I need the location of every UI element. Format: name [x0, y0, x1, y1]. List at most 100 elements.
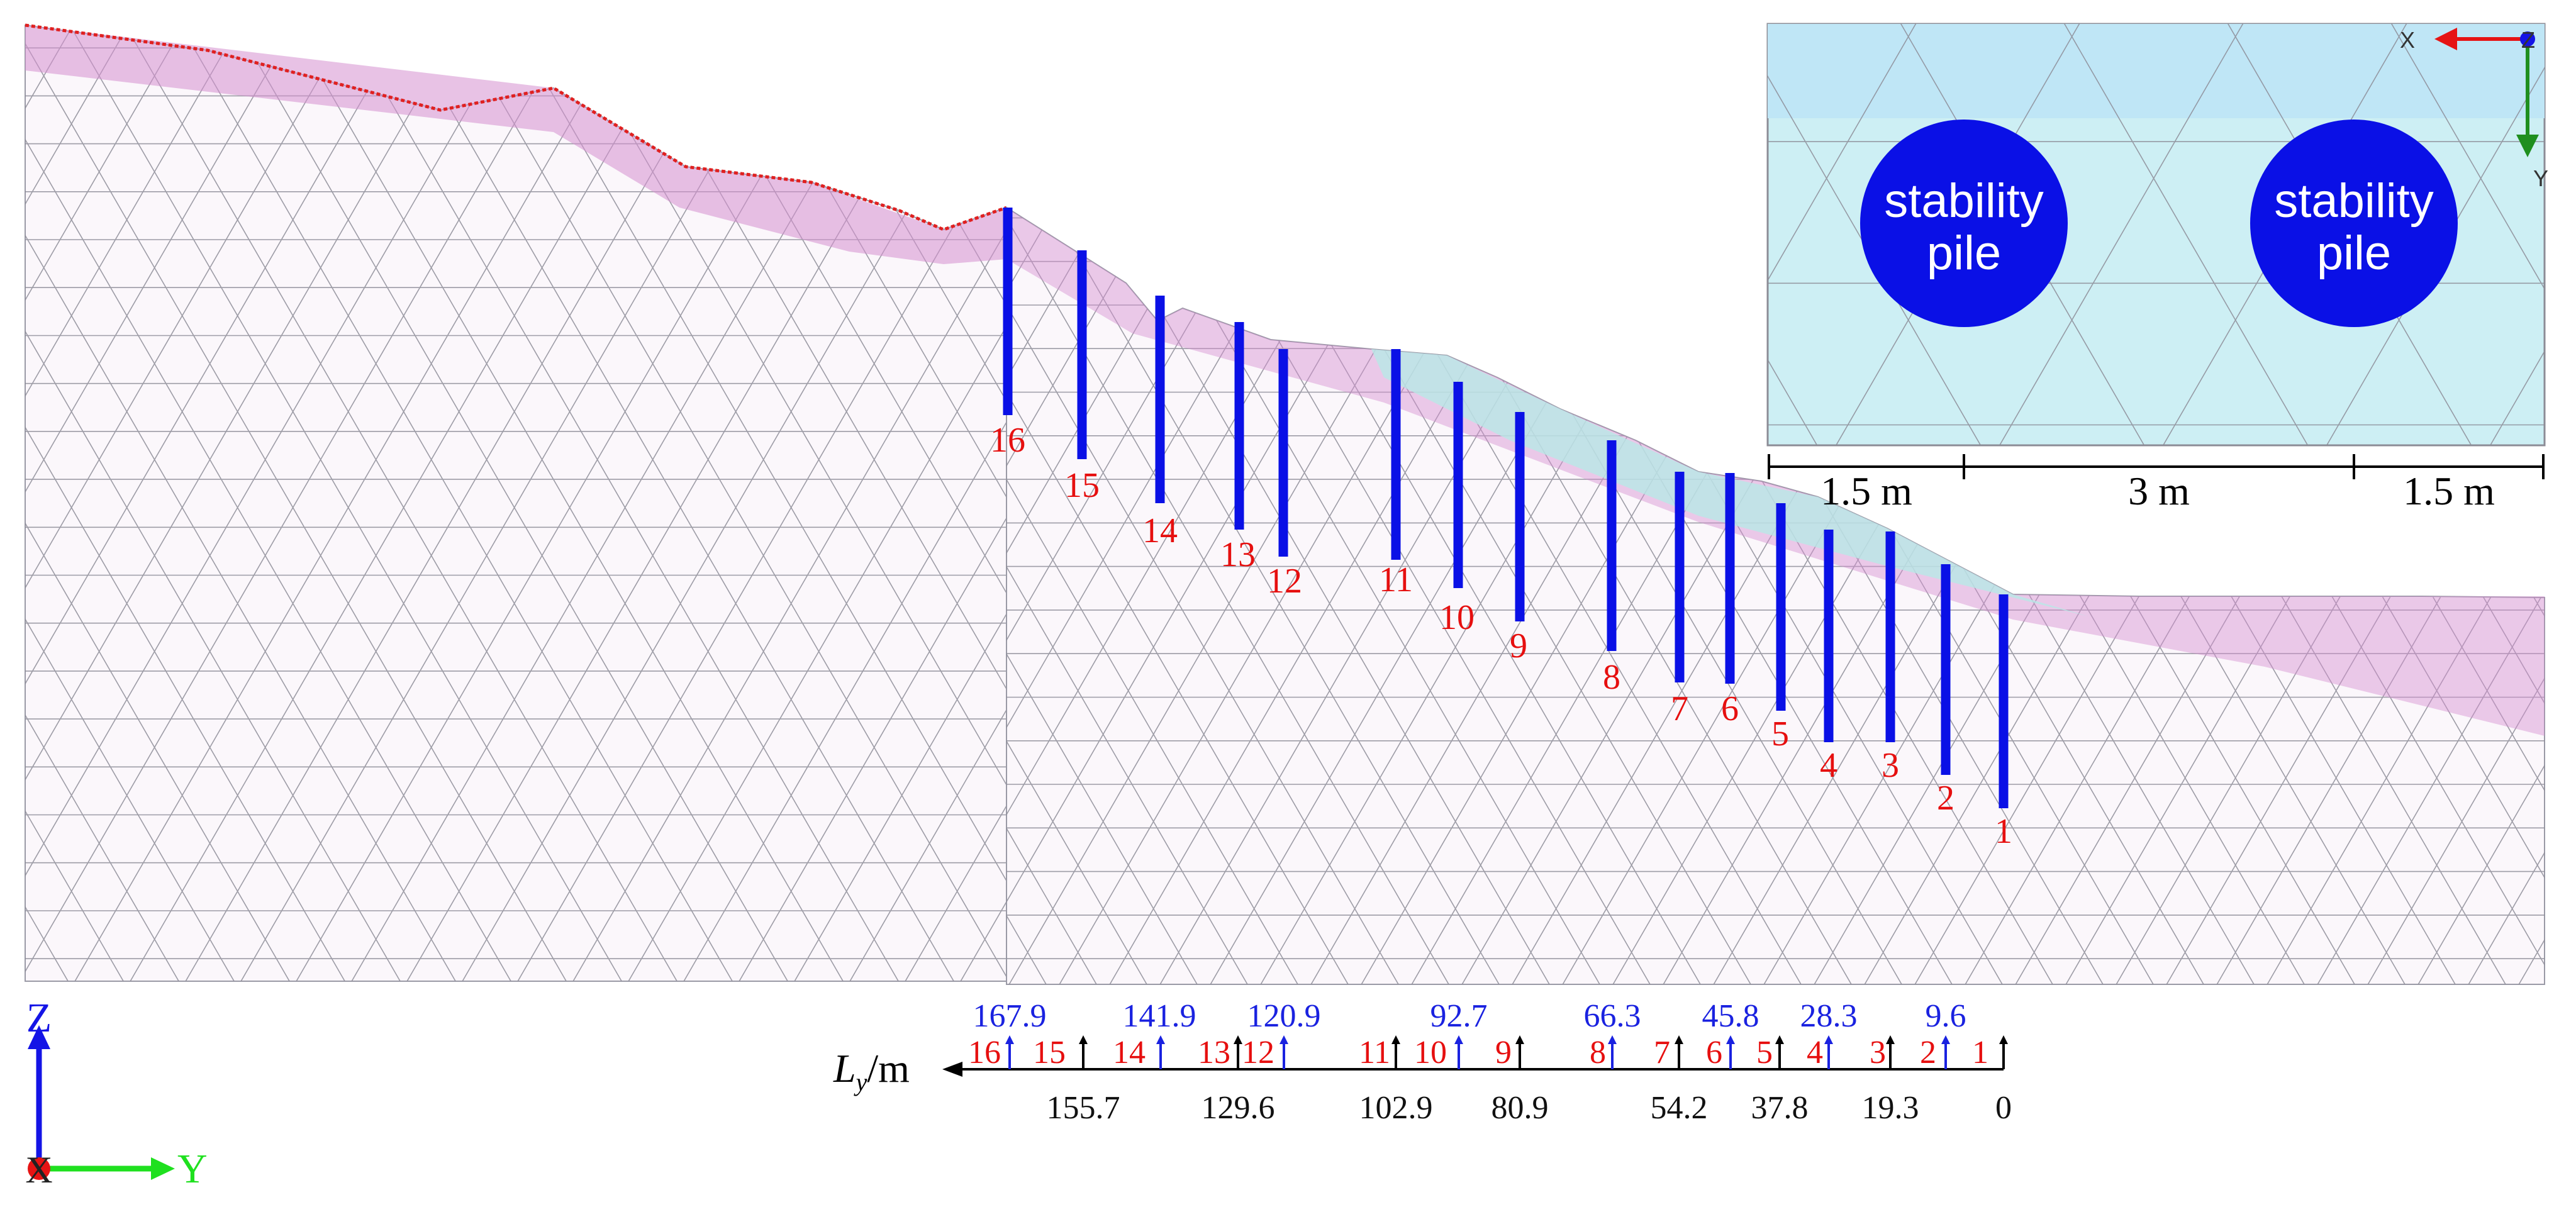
- ly-label-main: L: [833, 1046, 856, 1091]
- pile-label-4: 4: [1820, 746, 1837, 785]
- ly-pile-number-16: 16: [968, 1035, 1001, 1071]
- ly-pile-number-4: 4: [1807, 1035, 1823, 1071]
- pile-label-7: 7: [1671, 689, 1688, 728]
- inset-axis-x-label: X: [2400, 27, 2415, 53]
- inset-pile-right-label-2: pile: [2317, 226, 2391, 280]
- inset-dim-left: 1.5 m: [1820, 469, 1912, 513]
- ly-axis-label: Ly/m: [833, 1046, 910, 1096]
- ly-black-value: 54.2: [1651, 1090, 1708, 1126]
- top-soil-layer: [25, 25, 1006, 264]
- inset-pile-left: [1860, 120, 2068, 327]
- ly-pile-number-3: 3: [1870, 1035, 1886, 1071]
- ly-black-value: 102.9: [1359, 1090, 1433, 1126]
- pile-label-6: 6: [1721, 689, 1739, 728]
- axis-z-label: Z: [26, 995, 52, 1041]
- pile-label-9: 9: [1510, 626, 1527, 665]
- ly-pile-number-12: 12: [1242, 1035, 1274, 1071]
- ly-pile-number-6: 6: [1706, 1035, 1722, 1071]
- ly-black-value: 80.9: [1492, 1090, 1549, 1126]
- ly-blue-value: 9.6: [1926, 998, 1966, 1034]
- axis-y-label: Y: [177, 1146, 208, 1192]
- axis-triad: Z Y X: [25, 995, 207, 1192]
- ly-black-value: 129.6: [1202, 1090, 1275, 1126]
- ly-blue-value: 141.9: [1123, 998, 1196, 1034]
- ly-black-tick-head: [1999, 1035, 2008, 1044]
- pile-label-3: 3: [1882, 746, 1899, 785]
- pile-label-14: 14: [1142, 511, 1178, 550]
- ly-pile-number-1: 1: [1972, 1035, 1988, 1071]
- ly-marks: 16 15 14 13 12 11 10 9 8 7 6 5 4 3 2 1 167.9 141.9 120.9 92…: [968, 998, 2012, 1126]
- ly-blue-tick-head: [1156, 1035, 1165, 1044]
- ly-axis-arrowhead: [942, 1062, 962, 1077]
- ly-black-value: 155.7: [1047, 1090, 1120, 1126]
- ly-pile-number-7: 7: [1654, 1035, 1670, 1071]
- ly-black-value: 0: [1995, 1090, 2012, 1126]
- slope-body: [25, 24, 1007, 982]
- ly-pile-number-8: 8: [1590, 1035, 1606, 1071]
- ly-pile-number-9: 9: [1495, 1035, 1512, 1071]
- ly-pile-number-11: 11: [1359, 1035, 1390, 1071]
- ly-blue-tick-head: [1824, 1035, 1833, 1044]
- inset-pile-right: [2250, 120, 2458, 327]
- pile-label-16: 16: [990, 421, 1025, 460]
- ly-blue-tick-head: [1454, 1035, 1463, 1044]
- y-axis-arrowhead: [151, 1157, 175, 1180]
- ly-black-value: 37.8: [1751, 1090, 1809, 1126]
- ly-blue-tick-head: [1005, 1035, 1014, 1044]
- pile-label-13: 13: [1220, 535, 1256, 574]
- ly-black-value: 19.3: [1862, 1090, 1919, 1126]
- slope-crest-line: [25, 23, 1007, 231]
- x-axis-origin: [28, 1157, 50, 1180]
- pile-label-12: 12: [1267, 562, 1302, 601]
- ly-pile-number-5: 5: [1756, 1035, 1773, 1071]
- pile-label-10: 10: [1439, 598, 1475, 637]
- axis-x-label: X: [25, 1149, 52, 1191]
- ly-black-tick-head: [1886, 1035, 1895, 1044]
- ly-pile-number-2: 2: [1920, 1035, 1936, 1071]
- ly-axis: Ly/m 16 15 14 13 12 11 10 9 8 7 6 5 4 3 2 1 167.9 141.9 12…: [833, 998, 2012, 1126]
- ly-blue-tick-head: [1280, 1035, 1288, 1044]
- ly-black-tick-head: [1079, 1035, 1088, 1044]
- ly-blue-value: 28.3: [1800, 998, 1858, 1034]
- ly-blue-tick-head: [1941, 1035, 1950, 1044]
- ly-blue-value: 120.9: [1247, 998, 1321, 1034]
- ly-blue-tick-head: [1608, 1035, 1617, 1044]
- ly-blue-value: 66.3: [1584, 998, 1641, 1034]
- inset-dim-right: 1.5 m: [2403, 469, 2495, 513]
- ly-label-sub: y: [854, 1068, 867, 1096]
- ly-pile-number-10: 10: [1414, 1035, 1447, 1071]
- pile-label-2: 2: [1937, 779, 1954, 818]
- ly-label-unit: /m: [867, 1046, 910, 1091]
- inset-axis-z-label: Z: [2521, 27, 2535, 53]
- pile-label-11: 11: [1379, 560, 1413, 599]
- ly-black-tick-head: [1775, 1035, 1784, 1044]
- pile-label-15: 15: [1064, 466, 1100, 505]
- ly-blue-tick-head: [1726, 1035, 1735, 1044]
- ly-black-tick-head: [1515, 1035, 1524, 1044]
- ly-pile-number-14: 14: [1113, 1035, 1146, 1071]
- ly-pile-number-13: 13: [1198, 1035, 1230, 1071]
- ly-blue-value: 92.7: [1430, 998, 1488, 1034]
- ly-black-tick-head: [1391, 1035, 1400, 1044]
- inset-axis-origin: [2520, 31, 2535, 47]
- inset-axis-y-label: Y: [2533, 165, 2548, 191]
- pile-label-5: 5: [1771, 715, 1789, 754]
- ly-black-tick-head: [1234, 1035, 1242, 1044]
- inset-dimension-line: [1768, 454, 2545, 479]
- z-axis-arrowhead: [28, 1025, 50, 1049]
- soil-layer-lower: [1006, 208, 2545, 736]
- ly-pile-number-15: 15: [1033, 1035, 1066, 1071]
- inset-pile-left-label-2: pile: [1927, 226, 2001, 280]
- ly-blue-value: 45.8: [1702, 998, 1759, 1034]
- pile-label-1: 1: [1995, 812, 2012, 851]
- pile-label-8: 8: [1603, 658, 1620, 697]
- inset-pile-left-label-1: stability: [1884, 174, 2043, 228]
- inset-top-band: [1768, 24, 2545, 118]
- inset-dim-mid: 3 m: [2128, 469, 2190, 513]
